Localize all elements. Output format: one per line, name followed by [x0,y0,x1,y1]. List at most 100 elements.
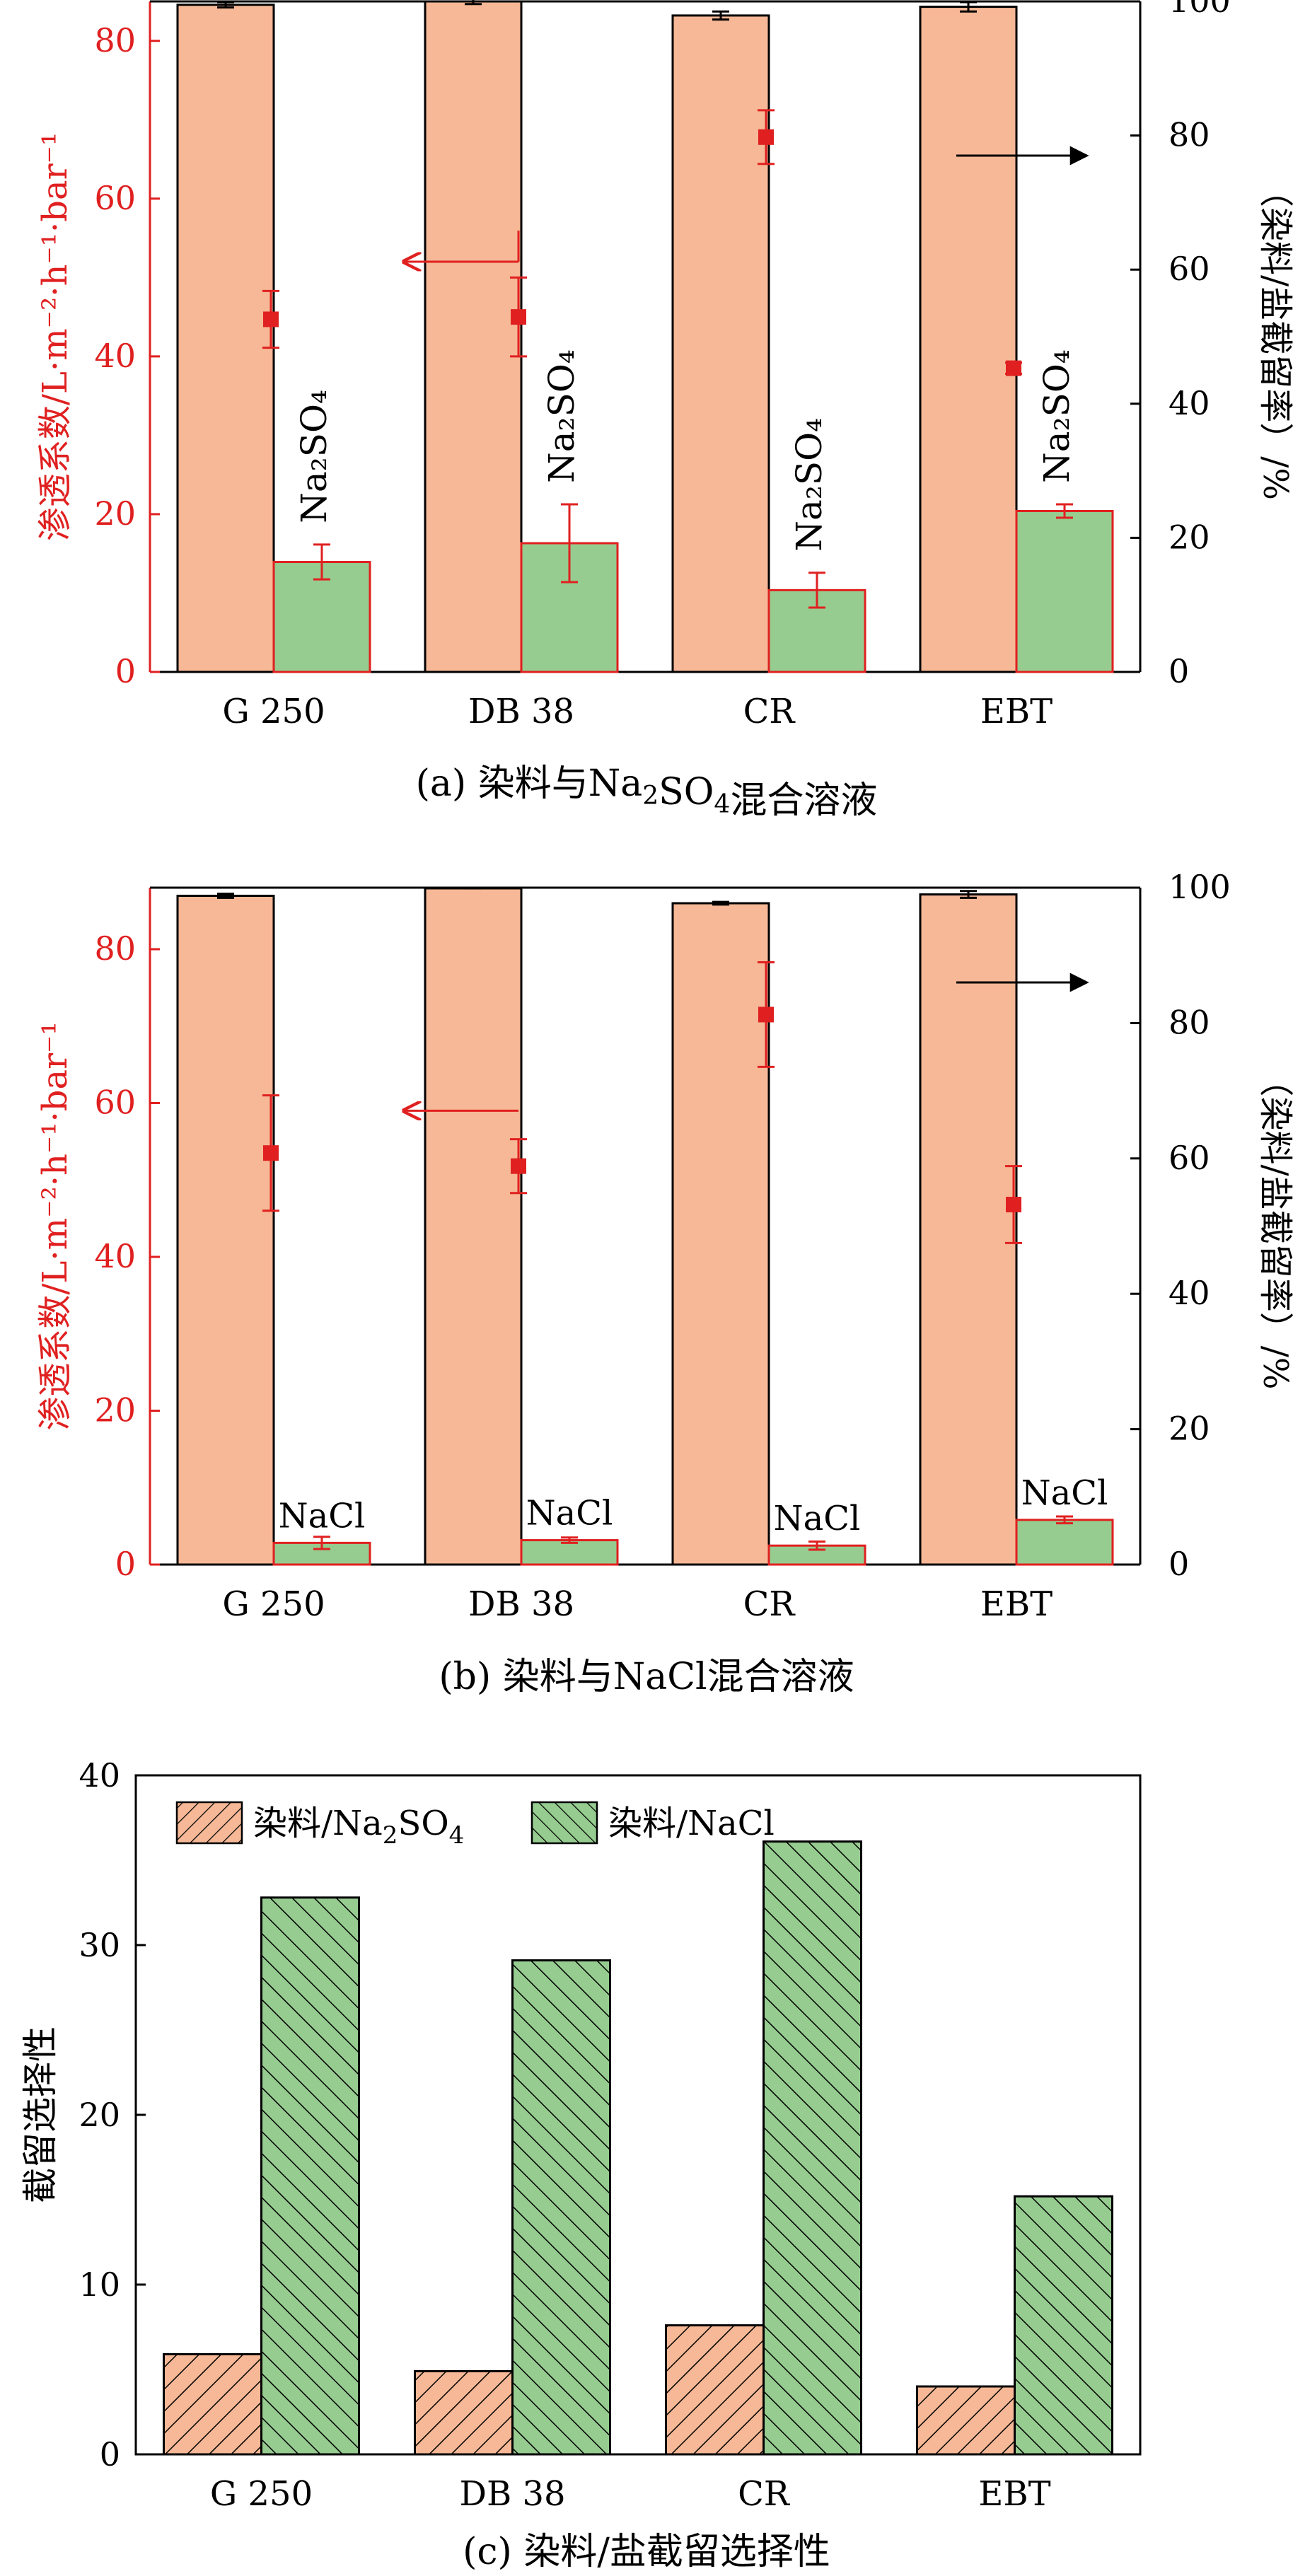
salt-bar-label: Na₂SO₄ [789,418,830,552]
salt-rejection-bar [520,1539,619,1566]
panel-b-chart: 0 20 40 60 80 0 20 40 60 80 100 渗透系数/L·m⁻²·h⁻¹·bar⁻… [35,868,1293,1698]
right-tick-label: 60 [1169,1139,1210,1177]
salt-bar-label: NaCl [774,1499,861,1538]
right-tick-label: 100 [1169,0,1231,20]
left-tick-label: 0 [115,652,136,690]
x-tick-label: EBT [978,2474,1050,2514]
left-tick-label: 20 [94,494,136,533]
permeability-point [263,311,279,327]
x-tick-label: G 250 [222,1584,325,1624]
right-tick-label: 100 [1169,868,1231,906]
left-tick-label: 40 [94,1237,136,1275]
right-axis-title: （染料/盐截留率）/% [1256,1063,1293,1390]
salt-bar-label: NaCl [526,1494,613,1533]
dye-rejection-bar [671,902,770,1566]
x-tick-label: DB 38 [468,1584,574,1624]
dye-rejection-error-bar [465,0,482,6]
left-axis-title: 渗透系数/L·m⁻²·h⁻¹·bar⁻¹ [35,1021,75,1430]
y-tick-label: 40 [79,1756,120,1794]
permeability-point [1006,1197,1021,1213]
salt-rejection-error-bar [561,1536,578,1544]
dye-rejection-error-bar [712,900,729,906]
left-tick-label: 60 [94,179,136,217]
legend-swatch-na2so4 [175,1801,243,1845]
caption-part: SO [659,771,714,813]
right-tick-label: 40 [1169,384,1210,422]
dye-rejection-error-bar [217,893,234,899]
right-tick-label: 80 [1169,1003,1210,1041]
dye-rejection-error-bar [960,1,977,13]
dye-rejection-error-bar [712,10,729,21]
legend-swatch-nacl [530,1801,598,1845]
left-tick-label: 40 [94,337,136,375]
permeability-point [263,1145,279,1161]
salt-rejection-error-bar [313,1536,330,1550]
x-tick-label: EBT [980,1584,1053,1624]
panel-a-chart: 0 20 40 60 80 0 20 40 60 80 100 渗透系数/L·m⁻²·h⁻¹·bar⁻… [35,0,1293,822]
permeability-point [511,1158,526,1174]
salt-bar-label: NaCl [279,1496,366,1536]
x-tick-label: EBT [980,692,1053,731]
legend-label-na2so4: 染料/Na2SO4 [253,1804,464,1850]
panel-c-caption: (c) 染料/盐截留选择性 [463,2531,830,2573]
na2so4-selectivity-bar [163,2352,262,2456]
permeability-point [758,1006,774,1023]
salt-rejection-bar [1015,509,1114,673]
salt-rejection-error-bar [808,1540,825,1551]
panel-b-caption: (b) 染料与NaCl混合溶液 [439,1656,854,1698]
x-tick-label: CR [743,692,796,731]
x-tick-label: CR [743,1584,796,1624]
right-tick-label: 60 [1169,250,1210,288]
salt-bar-label: Na₂SO₄ [1036,349,1077,483]
x-tick-label: CR [738,2474,791,2514]
na2so4-selectivity-bar [916,2385,1016,2456]
y-axis-title: 截留选择性 [20,2026,61,2203]
dye-rejection-bar [919,6,1018,673]
caption-part: 4 [714,790,730,819]
dye-rejection-bar [424,0,523,673]
x-tick-label: G 250 [210,2474,313,2514]
x-tick-label: DB 38 [459,2474,565,2514]
caption-part: (a) 染料与Na [416,762,643,805]
salt-rejection-error-bar [808,572,825,609]
na2so4-selectivity-bar [665,2324,765,2456]
y-tick-label: 0 [100,2435,120,2473]
dye-rejection-bar [919,893,1018,1566]
dye-rejection-error-bar [960,890,977,899]
nacl-selectivity-bar [511,1959,611,2456]
salt-rejection-error-bar [561,503,578,584]
caption-part: 混合溶液 [730,779,877,822]
nacl-selectivity-bar [1014,2195,1113,2456]
nacl-selectivity-bar [763,1840,862,2456]
y-tick-label: 10 [79,2265,120,2304]
right-tick-label: 20 [1169,1410,1210,1448]
salt-rejection-error-bar [1056,1515,1073,1525]
y-tick-label: 20 [79,2096,120,2134]
x-tick-label: DB 38 [468,692,574,731]
right-axis-title: （染料/盐截留率）/% [1256,173,1293,500]
left-tick-label: 80 [94,929,136,968]
right-tick-label: 20 [1169,518,1210,556]
legend: 染料/Na2SO4 染料/NaCl [175,1801,775,1850]
dye-rejection-error-bar [217,1,234,9]
caption-part: 2 [642,782,659,811]
dye-rejection-bar [424,887,523,1566]
x-tick-label: G 250 [222,692,325,731]
nacl-selectivity-bar [260,1896,360,2456]
panel-a-caption: (a) 染料与Na2SO4混合溶液 [416,762,878,822]
dye-rejection-bar [176,894,275,1566]
left-tick-label: 0 [115,1545,136,1583]
legend-label-nacl: 染料/NaCl [608,1804,775,1843]
right-tick-label: 0 [1169,652,1189,690]
permeability-point [758,129,774,145]
right-tick-label: 0 [1169,1545,1189,1583]
left-tick-label: 80 [94,21,136,59]
salt-bar-label: NaCl [1021,1473,1108,1513]
salt-rejection-error-bar [1056,503,1073,519]
salt-rejection-bar [1015,1519,1114,1566]
na2so4-selectivity-bar [414,2369,514,2456]
permeability-point [1006,360,1021,376]
left-tick-label: 60 [94,1084,136,1122]
